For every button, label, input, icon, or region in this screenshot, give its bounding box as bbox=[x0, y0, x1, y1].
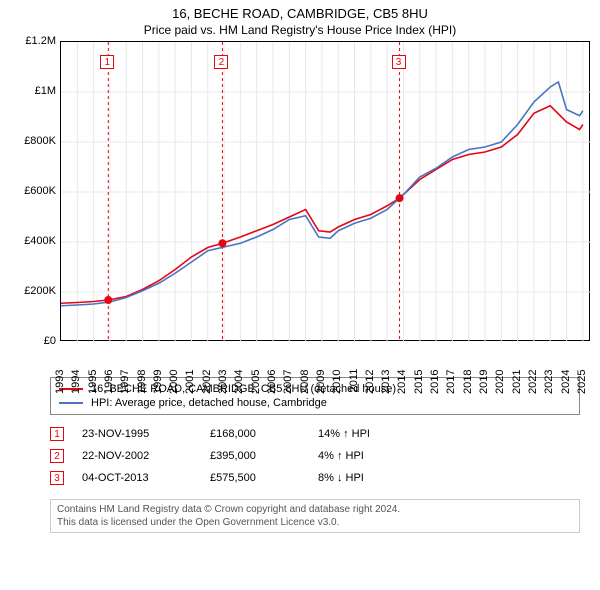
x-tick-label: 1996 bbox=[103, 369, 115, 393]
sale-marker-box: 1 bbox=[100, 55, 114, 69]
sale-price: £395,000 bbox=[210, 450, 300, 462]
attribution-line: This data is licensed under the Open Gov… bbox=[57, 516, 573, 529]
sale-row: 3 04-OCT-2013 £575,500 8% ↓ HPI bbox=[50, 467, 580, 489]
sale-row: 2 22-NOV-2002 £395,000 4% ↑ HPI bbox=[50, 445, 580, 467]
sale-price: £575,500 bbox=[210, 472, 300, 484]
x-tick-label: 1994 bbox=[70, 369, 82, 393]
x-tick-label: 2021 bbox=[511, 369, 523, 393]
x-tick-label: 2007 bbox=[282, 369, 294, 393]
sale-diff: 4% ↑ HPI bbox=[318, 450, 408, 462]
sale-row: 1 23-NOV-1995 £168,000 14% ↑ HPI bbox=[50, 423, 580, 445]
x-tick-label: 2006 bbox=[266, 369, 278, 393]
y-tick-label: £400K bbox=[10, 235, 56, 247]
y-tick-label: £600K bbox=[10, 185, 56, 197]
x-tick-label: 2019 bbox=[478, 369, 490, 393]
sale-marker-box: 3 bbox=[392, 55, 406, 69]
x-tick-label: 1993 bbox=[54, 369, 66, 393]
x-tick-label: 2012 bbox=[364, 369, 376, 393]
x-tick-label: 2008 bbox=[299, 369, 311, 393]
x-tick-label: 2023 bbox=[543, 369, 555, 393]
x-tick-label: 2001 bbox=[184, 369, 196, 393]
legend-swatch bbox=[59, 402, 83, 404]
y-tick-label: £800K bbox=[10, 135, 56, 147]
sale-price: £168,000 bbox=[210, 428, 300, 440]
chart-subtitle: Price paid vs. HM Land Registry's House … bbox=[0, 21, 600, 41]
y-tick-label: £200K bbox=[10, 285, 56, 297]
x-tick-label: 2011 bbox=[348, 369, 360, 393]
y-tick-label: £1M bbox=[10, 85, 56, 97]
x-tick-label: 2004 bbox=[233, 369, 245, 393]
plot-region bbox=[60, 41, 590, 341]
x-tick-label: 2018 bbox=[462, 369, 474, 393]
legend-label: HPI: Average price, detached house, Camb… bbox=[91, 397, 327, 409]
legend-item: HPI: Average price, detached house, Camb… bbox=[59, 396, 571, 410]
sale-index-box: 2 bbox=[50, 449, 64, 463]
x-tick-label: 2002 bbox=[201, 369, 213, 393]
x-tick-label: 2024 bbox=[560, 369, 572, 393]
x-tick-label: 2003 bbox=[217, 369, 229, 393]
plot-svg bbox=[61, 42, 591, 342]
x-tick-label: 2000 bbox=[168, 369, 180, 393]
y-tick-label: £1.2M bbox=[10, 35, 56, 47]
sale-index-box: 3 bbox=[50, 471, 64, 485]
x-tick-label: 2022 bbox=[527, 369, 539, 393]
sale-diff: 14% ↑ HPI bbox=[318, 428, 408, 440]
x-tick-label: 2013 bbox=[380, 369, 392, 393]
x-tick-label: 1995 bbox=[87, 369, 99, 393]
chart-title: 16, BECHE ROAD, CAMBRIDGE, CB5 8HU bbox=[0, 0, 600, 21]
x-tick-label: 1999 bbox=[152, 369, 164, 393]
x-tick-label: 2025 bbox=[576, 369, 588, 393]
sales-table: 1 23-NOV-1995 £168,000 14% ↑ HPI 2 22-NOV-200… bbox=[50, 423, 580, 489]
x-tick-label: 1997 bbox=[119, 369, 131, 393]
x-tick-label: 2017 bbox=[445, 369, 457, 393]
x-tick-label: 2015 bbox=[413, 369, 425, 393]
y-tick-label: £0 bbox=[10, 335, 56, 347]
x-tick-label: 1998 bbox=[136, 369, 148, 393]
x-tick-label: 2010 bbox=[331, 369, 343, 393]
x-tick-label: 2014 bbox=[396, 369, 408, 393]
attribution: Contains HM Land Registry data © Crown c… bbox=[50, 499, 580, 533]
sale-date: 22-NOV-2002 bbox=[82, 450, 192, 462]
sale-date: 23-NOV-1995 bbox=[82, 428, 192, 440]
sale-marker-box: 2 bbox=[214, 55, 228, 69]
attribution-line: Contains HM Land Registry data © Crown c… bbox=[57, 503, 573, 516]
x-tick-label: 2009 bbox=[315, 369, 327, 393]
x-tick-label: 2016 bbox=[429, 369, 441, 393]
sale-index-box: 1 bbox=[50, 427, 64, 441]
chart-area: £0£200K£400K£600K£800K£1M£1.2M 199319941… bbox=[10, 41, 590, 371]
sale-diff: 8% ↓ HPI bbox=[318, 472, 408, 484]
x-tick-label: 2020 bbox=[494, 369, 506, 393]
x-tick-label: 2005 bbox=[250, 369, 262, 393]
sale-date: 04-OCT-2013 bbox=[82, 472, 192, 484]
